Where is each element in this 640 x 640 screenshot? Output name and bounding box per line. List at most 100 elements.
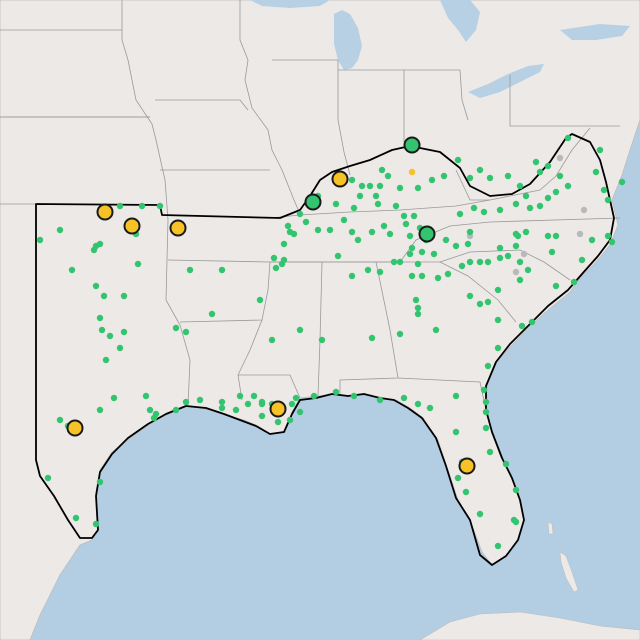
green-dot[interactable] <box>348 228 356 236</box>
green-dot[interactable] <box>600 186 608 194</box>
green-dot[interactable] <box>528 318 536 326</box>
green-dot[interactable] <box>396 330 404 338</box>
green-dot[interactable] <box>380 222 388 230</box>
green-dot[interactable] <box>92 520 100 528</box>
green-dot[interactable] <box>296 408 304 416</box>
green-dot[interactable] <box>182 398 190 406</box>
green-dot[interactable] <box>482 424 490 432</box>
green-dot[interactable] <box>432 326 440 334</box>
green-dot[interactable] <box>556 172 564 180</box>
gray-dot[interactable] <box>512 268 520 276</box>
marker-green-2[interactable] <box>304 193 322 211</box>
green-dot[interactable] <box>368 228 376 236</box>
green-dot[interactable] <box>408 244 416 252</box>
green-dot[interactable] <box>182 328 190 336</box>
green-dot[interactable] <box>98 326 106 334</box>
green-dot[interactable] <box>496 206 504 214</box>
green-dot[interactable] <box>134 260 142 268</box>
green-dot[interactable] <box>368 334 376 342</box>
green-dot[interactable] <box>536 168 544 176</box>
green-dot[interactable] <box>428 176 436 184</box>
green-dot[interactable] <box>512 518 520 526</box>
green-dot[interactable] <box>552 282 560 290</box>
green-dot[interactable] <box>496 254 504 262</box>
green-dot[interactable] <box>486 448 494 456</box>
green-dot[interactable] <box>480 208 488 216</box>
green-dot[interactable] <box>516 276 524 284</box>
green-dot[interactable] <box>480 386 488 394</box>
green-dot[interactable] <box>496 244 504 252</box>
green-dot[interactable] <box>250 392 258 400</box>
green-dot[interactable] <box>44 474 52 482</box>
green-dot[interactable] <box>514 232 522 240</box>
green-dot[interactable] <box>36 236 44 244</box>
green-dot[interactable] <box>442 236 450 244</box>
green-dot[interactable] <box>100 292 108 300</box>
green-dot[interactable] <box>120 292 128 300</box>
green-dot[interactable] <box>522 228 530 236</box>
green-dot[interactable] <box>418 248 426 256</box>
green-dot[interactable] <box>196 396 204 404</box>
green-dot[interactable] <box>518 322 526 330</box>
green-dot[interactable] <box>504 172 512 180</box>
green-dot[interactable] <box>484 362 492 370</box>
green-dot[interactable] <box>296 210 304 218</box>
green-dot[interactable] <box>350 392 358 400</box>
green-dot[interactable] <box>476 510 484 518</box>
green-dot[interactable] <box>358 182 366 190</box>
green-dot[interactable] <box>186 266 194 274</box>
green-dot[interactable] <box>466 228 474 236</box>
green-dot[interactable] <box>452 428 460 436</box>
green-dot[interactable] <box>482 408 490 416</box>
green-dot[interactable] <box>150 414 158 422</box>
gray-dot[interactable] <box>576 230 584 238</box>
small-yellow-dot[interactable] <box>408 168 416 176</box>
green-dot[interactable] <box>384 172 392 180</box>
green-dot[interactable] <box>412 296 420 304</box>
green-dot[interactable] <box>604 232 612 240</box>
marker-yellow-3[interactable] <box>169 219 187 237</box>
green-dot[interactable] <box>332 200 340 208</box>
marker-yellow-1[interactable] <box>96 203 114 221</box>
green-dot[interactable] <box>116 344 124 352</box>
green-dot[interactable] <box>332 388 340 396</box>
green-dot[interactable] <box>138 202 146 210</box>
green-dot[interactable] <box>116 202 124 210</box>
green-dot[interactable] <box>452 242 460 250</box>
green-dot[interactable] <box>386 230 394 238</box>
green-dot[interactable] <box>618 178 626 186</box>
green-dot[interactable] <box>604 196 612 204</box>
green-dot[interactable] <box>462 488 470 496</box>
green-dot[interactable] <box>494 542 502 550</box>
green-dot[interactable] <box>256 296 264 304</box>
green-dot[interactable] <box>588 236 596 244</box>
marker-yellow-4[interactable] <box>331 170 349 188</box>
green-dot[interactable] <box>296 326 304 334</box>
green-dot[interactable] <box>466 174 474 182</box>
green-dot[interactable] <box>270 254 278 262</box>
green-dot[interactable] <box>564 134 572 142</box>
green-dot[interactable] <box>272 264 280 272</box>
green-dot[interactable] <box>96 314 104 322</box>
green-dot[interactable] <box>536 202 544 210</box>
green-dot[interactable] <box>356 192 364 200</box>
green-dot[interactable] <box>596 146 604 154</box>
green-dot[interactable] <box>288 400 296 408</box>
green-dot[interactable] <box>314 226 322 234</box>
green-dot[interactable] <box>502 460 510 468</box>
green-dot[interactable] <box>414 310 422 318</box>
green-dot[interactable] <box>258 412 266 420</box>
green-dot[interactable] <box>302 218 310 226</box>
marker-yellow-2[interactable] <box>123 217 141 235</box>
green-dot[interactable] <box>350 204 358 212</box>
green-dot[interactable] <box>376 268 384 276</box>
green-dot[interactable] <box>156 202 164 210</box>
green-dot[interactable] <box>548 248 556 256</box>
green-dot[interactable] <box>552 232 560 240</box>
green-dot[interactable] <box>372 192 380 200</box>
gray-dot[interactable] <box>520 250 528 258</box>
green-dot[interactable] <box>524 266 532 274</box>
green-dot[interactable] <box>408 272 416 280</box>
